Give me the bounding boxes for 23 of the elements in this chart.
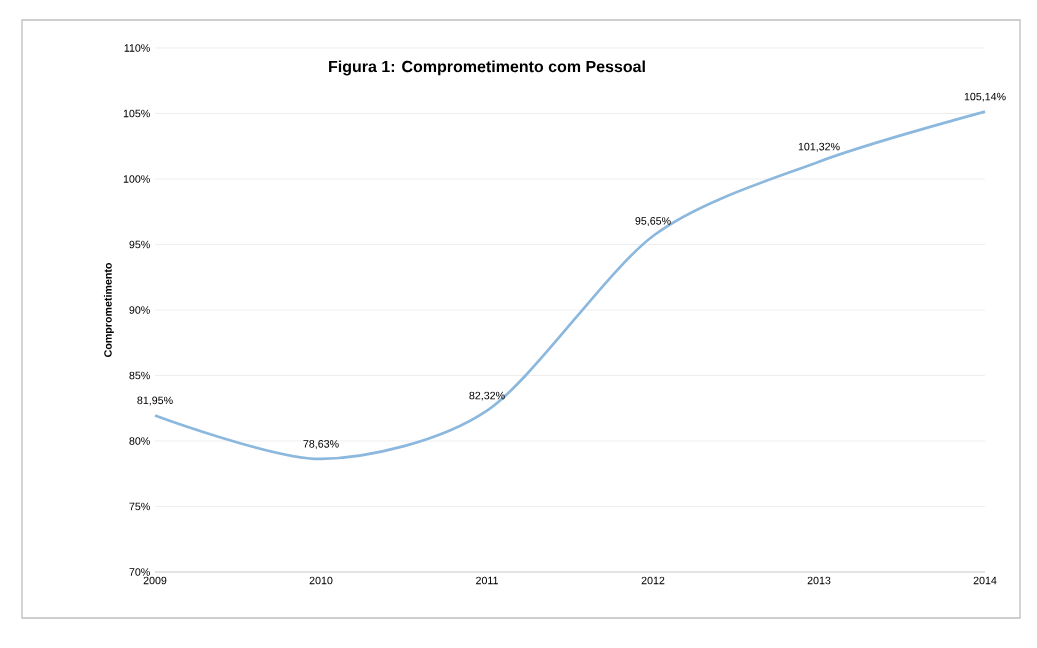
y-tick-label: 100% xyxy=(123,175,150,183)
data-label: 78,63% xyxy=(303,440,339,449)
data-label: 101,32% xyxy=(798,142,840,152)
y-tick-label: 80% xyxy=(129,437,150,445)
y-tick-label: 70% xyxy=(129,568,150,576)
data-label: 81,95% xyxy=(137,396,173,406)
data-label: 95,65% xyxy=(635,217,671,226)
y-tick-label: 75% xyxy=(129,502,150,511)
x-tick-label: 2009 xyxy=(143,576,167,585)
x-tick-label: 2010 xyxy=(309,576,333,585)
data-label: 82,32% xyxy=(469,391,505,401)
y-tick-label: 90% xyxy=(129,306,150,314)
data-label: 105,14% xyxy=(964,92,1006,102)
y-tick-label: 85% xyxy=(129,371,150,380)
x-tick-label: 2013 xyxy=(807,576,831,585)
y-tick-label: 95% xyxy=(129,240,150,249)
x-tick-label: 2012 xyxy=(641,576,665,585)
y-tick-label: 110% xyxy=(124,44,150,52)
y-tick-label: 105% xyxy=(123,109,150,118)
y-axis-title: Comprometimento xyxy=(103,262,114,357)
x-tick-label: 2011 xyxy=(476,576,498,585)
x-tick-label: 2014 xyxy=(973,576,997,585)
text: Figura 1: Comprometimento com Pessoal xyxy=(329,60,645,76)
